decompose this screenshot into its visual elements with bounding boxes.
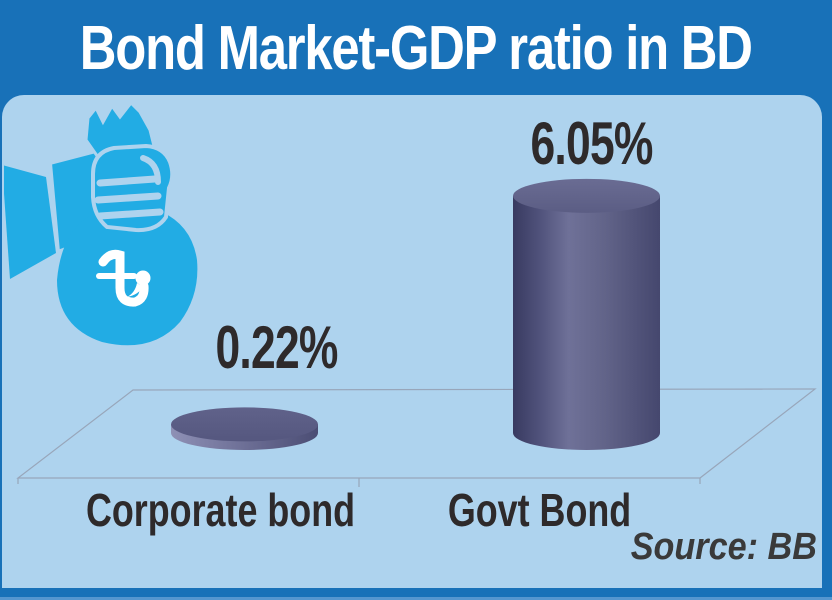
source-credit: Source: BB — [630, 526, 817, 568]
bars-group — [171, 178, 660, 450]
bar-cylinder-top-corporate-bond — [171, 407, 318, 442]
taka-symbol — [96, 249, 151, 307]
bar-cylinder-body-govt-bond — [513, 195, 660, 450]
finger-gap-lines — [94, 155, 164, 220]
category-label-corporate-bond: Corporate bond — [85, 484, 356, 536]
axis-tick-marks — [17, 478, 701, 487]
sleeve-cuff-shape — [4, 165, 56, 279]
page-title: Bond Market-GDP ratio in BD — [79, 14, 753, 83]
floor-plane — [16, 388, 817, 487]
bottom-accent-line — [0, 597, 832, 600]
bar-cylinder-top-govt-bond — [513, 178, 660, 213]
value-label-govt-bond: 6.05% — [530, 110, 654, 177]
value-label-corporate-bond: 0.22% — [215, 314, 339, 381]
taka-money-bag-icon — [4, 102, 198, 346]
category-label-govt-bond: Govt Bond — [448, 484, 632, 536]
title-bar: Bond Market-GDP ratio in BD — [0, 10, 832, 90]
